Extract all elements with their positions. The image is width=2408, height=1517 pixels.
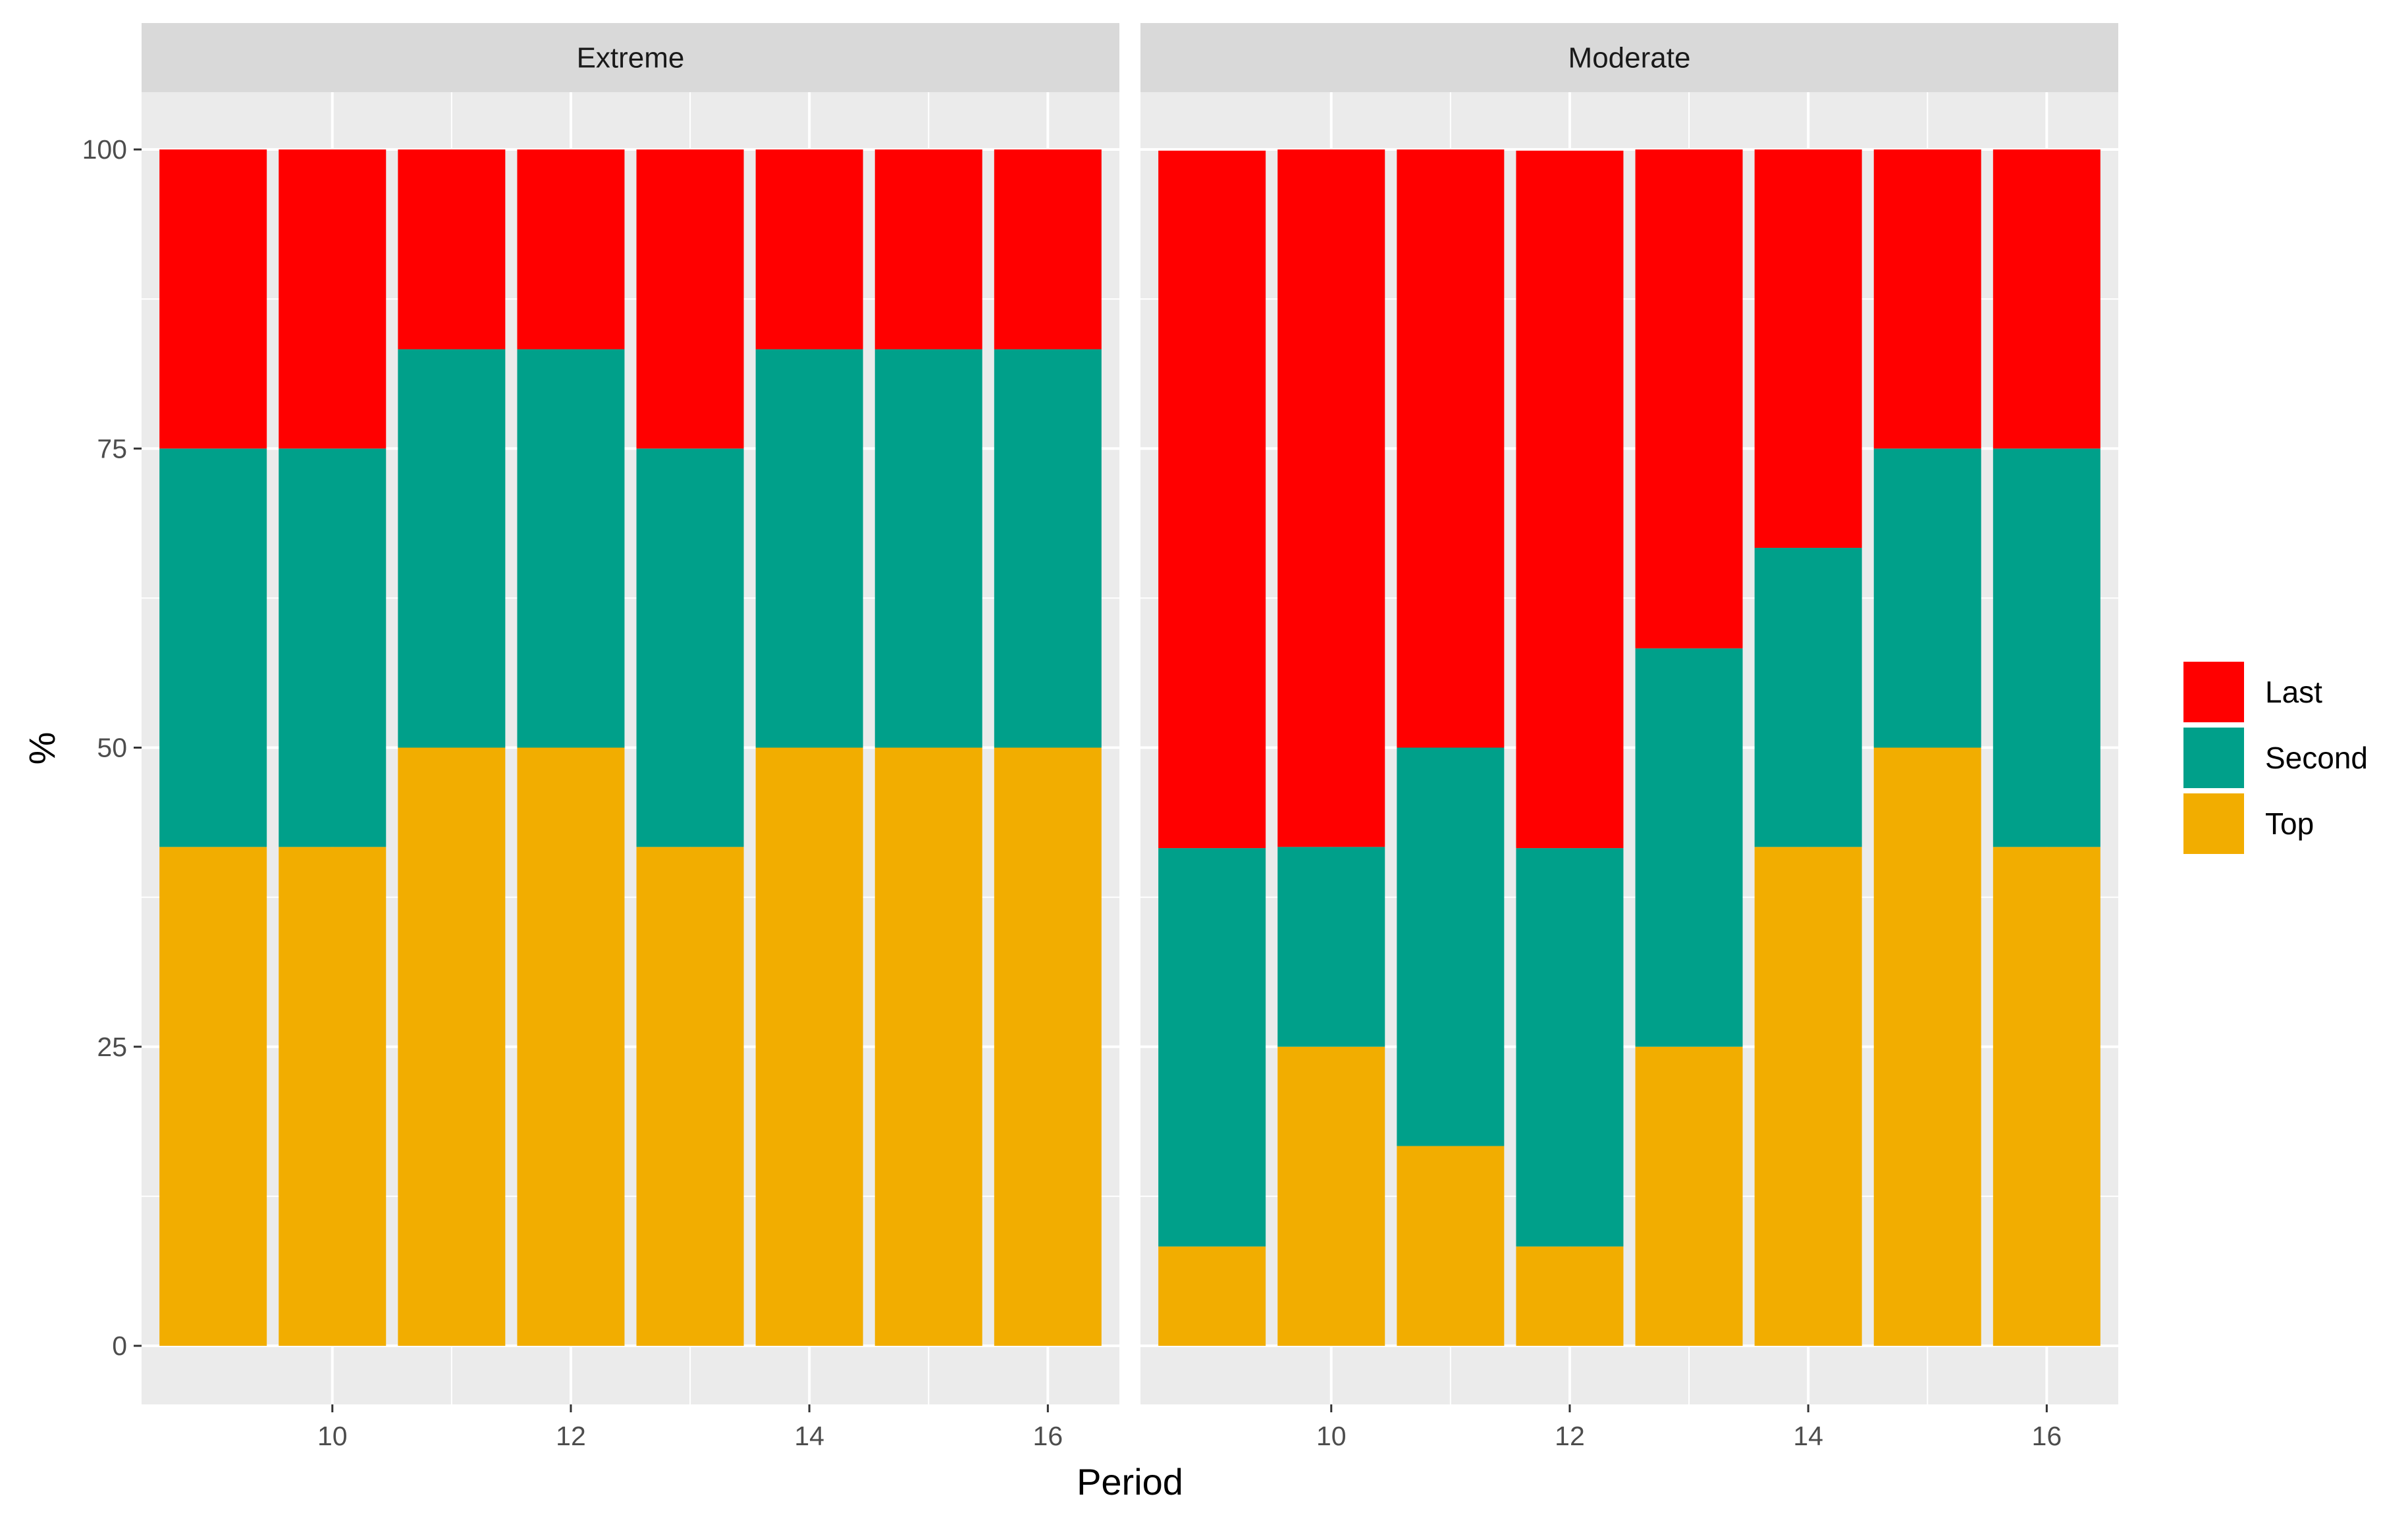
bar-extreme-15-top [874,747,982,1346]
bar-moderate-16-last [1993,149,2100,449]
bar-extreme-16-last [994,149,1102,350]
bar-moderate-11-top [1397,1146,1505,1346]
y-axis: 0 25 50 75 100 [82,134,142,1361]
bar-extreme-9-top [159,847,267,1346]
bar-extreme-12-second [517,349,625,748]
facet-strip-label: Moderate [1568,42,1691,74]
y-tick-label: 25 [97,1032,127,1062]
bar-extreme-16-second [994,349,1102,748]
legend-key-second [2183,728,2244,788]
bar-moderate-16-top [1993,847,2100,1346]
y-tick-label: 50 [97,733,127,763]
y-tick-label: 0 [112,1331,127,1361]
bar-moderate-15-top [1873,747,1981,1346]
facet-strip-label: Extreme [577,42,685,74]
x-tick-label: 12 [556,1421,586,1451]
bar-moderate-11-last [1397,149,1505,748]
bar-moderate-15-second [1873,448,1981,748]
bar-moderate-16-second [1993,448,2100,847]
bar-moderate-10-second [1277,847,1385,1047]
bar-moderate-13-last [1635,149,1743,649]
legend-label-second: Second [2265,741,2368,775]
bar-moderate-15-last [1873,149,1981,449]
bar-moderate-13-top [1635,1046,1743,1346]
y-tick-label: 75 [97,433,127,464]
x-tick-label: 14 [794,1421,824,1451]
y-tick-label: 100 [82,134,127,165]
bar-moderate-12-second [1516,848,1624,1247]
bar-moderate-11-second [1397,747,1505,1146]
facet-strip [142,23,1119,92]
bar-moderate-14-second [1754,548,1862,847]
facet-panels: Extreme 10 12 14 16 Moderate 10 12 14 16 [142,23,2118,1451]
x-axis-title: Period [1077,1461,1183,1503]
bar-moderate-10-last [1277,149,1385,847]
bar-moderate-9-second [1158,848,1266,1247]
bar-extreme-15-last [874,149,982,350]
bar-moderate-14-top [1754,847,1862,1346]
bar-moderate-13-second [1635,648,1743,1047]
bar-extreme-9-second [159,448,267,847]
bar-moderate-9-last [1158,150,1266,849]
bar-moderate-10-top [1277,1046,1385,1346]
bar-extreme-13-top [636,847,744,1346]
x-tick-label: 16 [2032,1421,2062,1451]
x-tick-label: 12 [1555,1421,1585,1451]
bar-extreme-9-last [159,149,267,449]
bar-extreme-14-top [755,747,863,1346]
bar-extreme-13-second [636,448,744,847]
y-axis-title: % [21,732,63,765]
bar-extreme-14-second [755,349,863,748]
x-tick-label: 10 [1316,1421,1347,1451]
bar-extreme-12-last [517,149,625,350]
legend-key-top [2183,793,2244,854]
bar-extreme-11-top [398,747,506,1346]
legend: Last Second Top [2183,662,2368,854]
bar-extreme-10-top [279,847,387,1346]
bar-moderate-12-top [1516,1246,1624,1346]
legend-label-top: Top [2265,807,2314,841]
facet-extreme: Extreme 10 12 14 16 [142,23,1119,1451]
bar-extreme-12-top [517,747,625,1346]
x-tick-label: 10 [317,1421,348,1451]
bar-extreme-11-second [398,349,506,748]
bar-moderate-9-top [1158,1246,1266,1346]
x-tick-label: 14 [1793,1421,1823,1451]
bar-extreme-10-last [279,149,387,449]
facet-moderate: Moderate 10 12 14 16 [1140,23,2118,1451]
facet-strip [1140,23,2118,92]
bar-extreme-11-last [398,149,506,350]
bar-extreme-16-top [994,747,1102,1346]
bar-moderate-12-last [1516,150,1624,849]
bar-moderate-14-last [1754,149,1862,548]
legend-label-last: Last [2265,675,2322,709]
bar-extreme-13-last [636,149,744,449]
bar-extreme-14-last [755,149,863,350]
bar-extreme-10-second [279,448,387,847]
x-tick-label: 16 [1033,1421,1063,1451]
bar-extreme-15-second [874,349,982,748]
legend-key-last [2183,662,2244,722]
